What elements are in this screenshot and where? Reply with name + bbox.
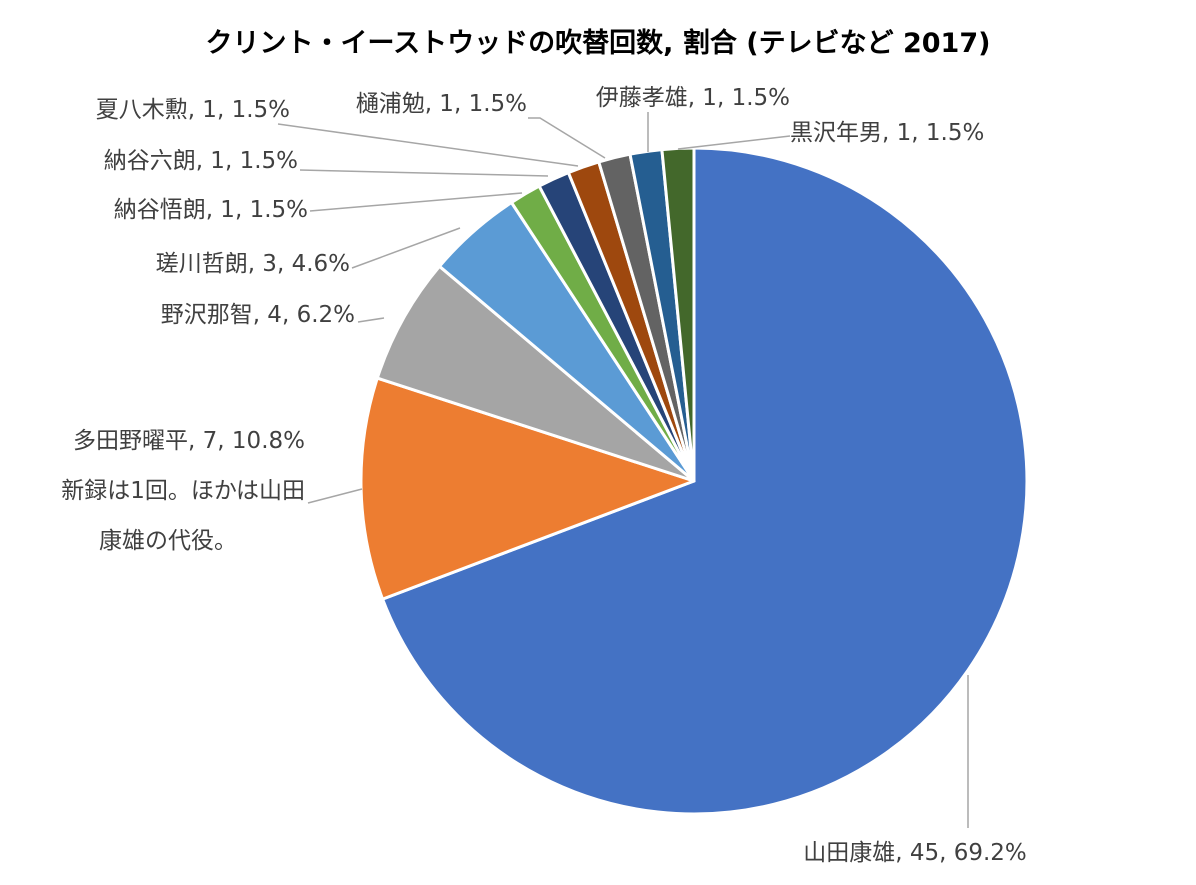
leader-lines: [277, 112, 969, 828]
pie-slice: [660, 146, 696, 483]
data-label: 納谷悟朗, 1, 1.5%: [114, 197, 308, 223]
data-label: 野沢那智, 4, 6.2%: [161, 302, 355, 328]
data-label: 瑳川哲朗, 3, 4.6%: [156, 251, 350, 277]
pie-slices: [359, 146, 1029, 816]
data-label: 山田康雄, 45, 69.2%: [803, 840, 1027, 866]
pie-slice: [381, 146, 1029, 816]
leader-line: [528, 117, 606, 159]
leader-line: [299, 169, 549, 177]
leader-line: [357, 317, 385, 323]
data-label: 夏八木勲, 1, 1.5%: [96, 97, 290, 123]
data-label: 樋浦勉, 1, 1.5%: [356, 91, 527, 117]
data-label: 多田野曜平, 7, 10.8%: [73, 428, 305, 454]
leader-line: [307, 488, 363, 504]
chart-title: クリント・イーストウッドの吹替回数, 割合 (テレビなど 2017): [206, 27, 991, 59]
leader-line: [309, 192, 523, 212]
leader-line: [277, 123, 579, 167]
data-labels: 山田康雄, 45, 69.2% 多田野曜平, 7, 10.8% 新録は1回。ほかは山…: [61, 85, 1027, 866]
data-label: 黒沢年男, 1, 1.5%: [790, 120, 984, 146]
leader-line: [351, 227, 461, 269]
data-label: 康雄の代役。: [99, 528, 237, 554]
data-label: 新録は1回。ほかは山田: [61, 478, 305, 504]
pie-slice: [375, 264, 696, 483]
data-label: 納谷六朗, 1, 1.5%: [104, 148, 298, 174]
data-label: 伊藤孝雄, 1, 1.5%: [596, 85, 790, 111]
leader-line: [677, 135, 791, 150]
